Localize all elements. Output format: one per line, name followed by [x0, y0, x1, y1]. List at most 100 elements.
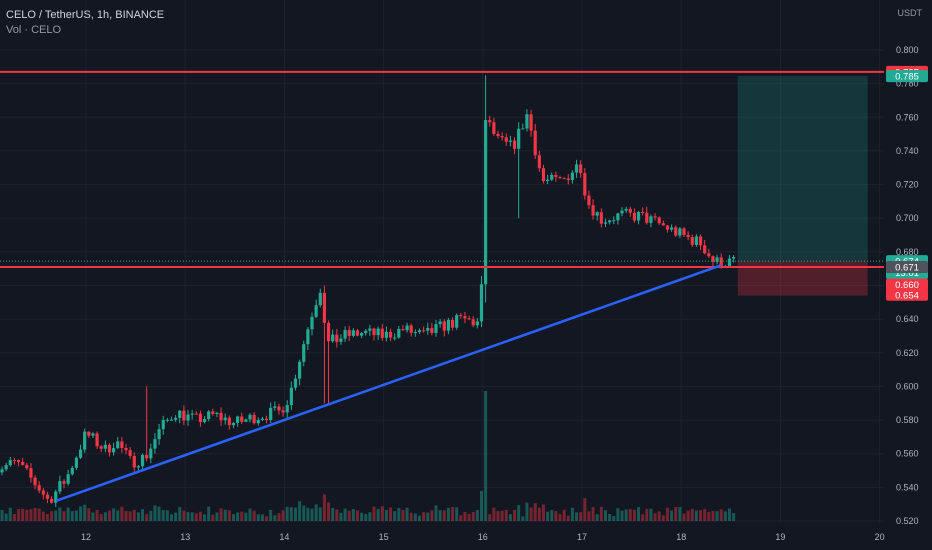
volume-bar	[554, 511, 558, 521]
volume-bar	[732, 513, 736, 521]
volume-legend[interactable]: Vol · CELO	[6, 24, 62, 36]
volume-bar	[711, 511, 715, 521]
volume-bar	[678, 507, 682, 521]
candle-body	[517, 128, 521, 149]
candle-body	[484, 120, 488, 285]
candle-body	[690, 237, 694, 245]
candle-body	[727, 258, 732, 266]
volume-bar	[124, 511, 128, 521]
time-tick-label: 19	[775, 532, 785, 542]
volume-bar	[546, 511, 550, 521]
volume-bar	[112, 508, 116, 521]
price-tick-label: 0.800	[896, 45, 919, 55]
volume-bar	[500, 510, 504, 521]
candle-body	[140, 454, 145, 467]
candle-body	[174, 417, 178, 420]
candle-body	[87, 431, 91, 436]
candle-body	[570, 172, 575, 180]
volume-bar	[719, 509, 723, 521]
candle-body	[186, 414, 190, 421]
volume-bar	[368, 512, 372, 521]
volume-bar	[434, 505, 438, 521]
candle-body	[368, 328, 372, 331]
volume-bar	[682, 513, 686, 521]
candle-body	[248, 414, 252, 420]
volume-bar	[529, 507, 533, 521]
candle-body	[58, 481, 62, 492]
candle-body	[128, 450, 132, 456]
candle-body	[574, 164, 579, 173]
volume-bar	[426, 512, 430, 521]
long-position-tool[interactable]	[737, 76, 868, 296]
position-profit-zone[interactable]	[737, 76, 868, 262]
candle-body	[343, 330, 347, 339]
volume-bar	[215, 512, 219, 521]
volume-bar	[277, 513, 281, 521]
candle-body	[591, 205, 595, 216]
volume-bar	[331, 508, 335, 521]
chart-grid	[0, 0, 884, 524]
volume-bar	[496, 511, 500, 521]
chart-drawings[interactable]	[0, 70, 884, 502]
time-axis[interactable]: 12 13 14 15 16 17 18 19 20	[81, 532, 885, 542]
volume-bar	[372, 506, 376, 521]
candle-body	[475, 321, 479, 326]
volume-bar	[384, 510, 388, 521]
volume-bar	[508, 514, 512, 521]
volume-bar	[438, 510, 442, 521]
candle-body	[322, 292, 327, 323]
volume-bar	[207, 506, 211, 521]
volume-bar	[459, 515, 463, 521]
candle-body	[450, 319, 455, 328]
volume-bar	[694, 510, 698, 521]
candle-body	[641, 212, 645, 214]
price-tick-label: 0.540	[896, 482, 919, 492]
symbol-title[interactable]: CELO / TetherUS, 1h, BINANCE	[6, 9, 165, 21]
volume-bar	[281, 510, 285, 521]
volume-bar	[58, 507, 62, 521]
price-tick-label: 0.580	[896, 415, 919, 425]
candle-body	[178, 410, 182, 418]
volume-bar	[653, 513, 657, 521]
volume-bar	[327, 502, 331, 521]
candle-body	[310, 316, 314, 330]
volume-bar	[707, 511, 711, 521]
support-trendline[interactable]	[55, 264, 722, 502]
candle-body	[169, 419, 174, 421]
volume-bar	[219, 508, 223, 521]
candle-body	[558, 177, 562, 179]
volume-bar	[153, 505, 157, 521]
candle-body	[269, 407, 273, 420]
candle-body	[360, 333, 364, 336]
candle-body	[624, 208, 628, 211]
candle-body	[331, 334, 335, 342]
price-badge-countdown: 13:01	[895, 268, 919, 279]
volume-bar	[541, 504, 545, 521]
volume-bar	[409, 512, 413, 521]
candle-body	[446, 319, 451, 331]
volume-bar	[355, 510, 359, 521]
volume-bar	[451, 507, 455, 521]
candle-body	[107, 444, 112, 453]
volume-bar	[107, 510, 111, 521]
time-tick-label: 13	[180, 532, 190, 542]
volume-bar	[364, 514, 368, 521]
candle-body	[91, 433, 95, 436]
volume-bar	[562, 509, 566, 521]
candle-body	[554, 174, 558, 178]
candle-body	[25, 465, 29, 469]
volume-bar	[479, 491, 483, 521]
candle-body	[508, 140, 513, 142]
volume-bar	[248, 508, 252, 521]
volume-bar	[376, 508, 380, 521]
candle-body	[608, 220, 612, 223]
volume-bar	[50, 511, 54, 521]
volume-bar	[537, 507, 541, 521]
volume-bar	[397, 507, 401, 521]
volume-bar	[103, 512, 107, 521]
volume-bar	[66, 507, 70, 521]
candle-body	[488, 120, 492, 123]
volume-bar	[595, 514, 599, 521]
volume-bar	[4, 513, 8, 521]
